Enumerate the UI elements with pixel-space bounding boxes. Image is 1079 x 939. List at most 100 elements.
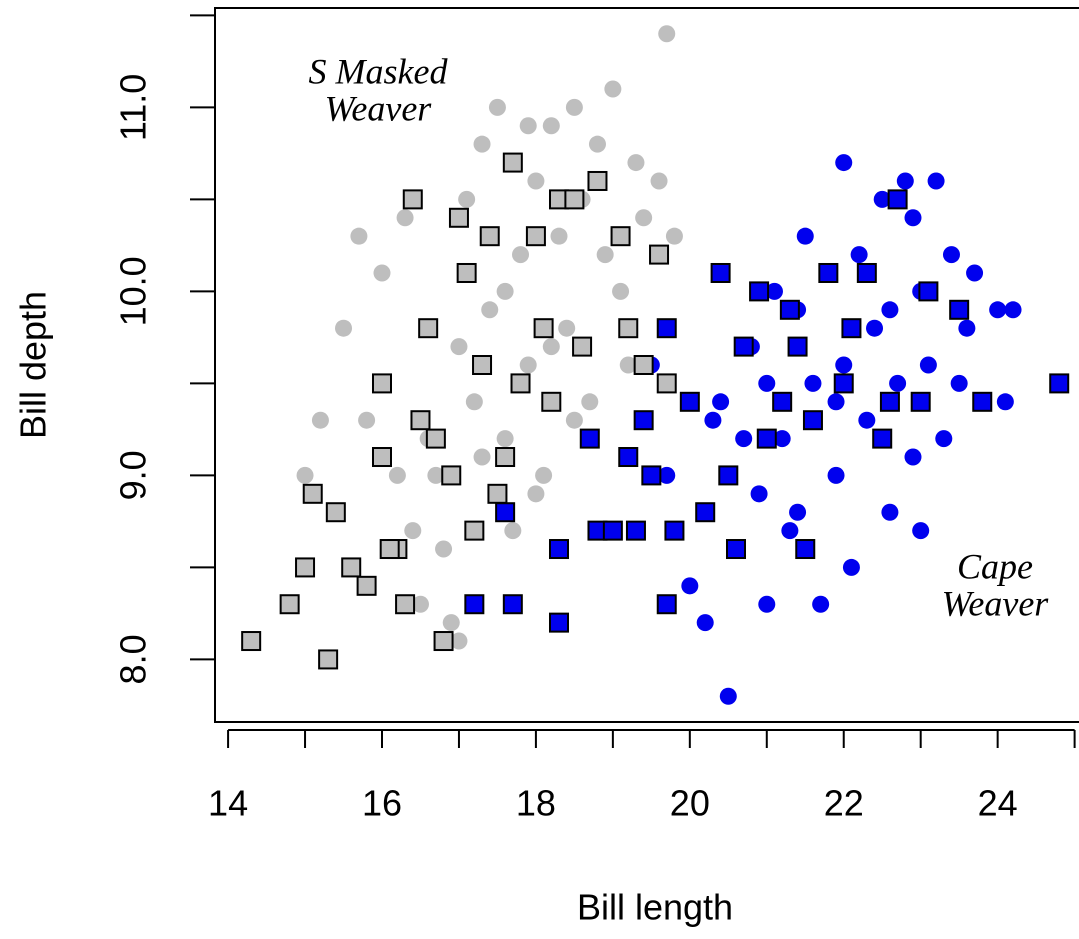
square-point — [649, 244, 670, 265]
square-point — [464, 594, 485, 615]
point — [712, 393, 730, 411]
point — [311, 411, 329, 429]
square-point — [833, 373, 854, 394]
point — [473, 448, 491, 466]
point — [465, 393, 483, 411]
annotation: Weaver — [942, 583, 1050, 623]
square-point — [533, 318, 554, 339]
square-point — [356, 575, 377, 596]
point — [650, 172, 668, 190]
square-point — [325, 502, 346, 523]
point — [481, 301, 499, 319]
point — [411, 595, 429, 613]
point — [658, 466, 676, 484]
square-point — [618, 447, 639, 468]
point — [927, 172, 945, 190]
square-point — [733, 336, 754, 357]
point — [904, 448, 922, 466]
square-point — [879, 391, 900, 412]
point — [665, 227, 683, 245]
square-point — [887, 189, 908, 210]
square-point — [641, 465, 662, 486]
annotation: Weaver — [325, 88, 433, 128]
point — [535, 466, 553, 484]
point — [565, 98, 583, 116]
point — [912, 522, 930, 540]
point — [873, 190, 891, 208]
square-point — [572, 336, 593, 357]
y-tick-label: 9.0 — [113, 450, 154, 500]
point — [488, 98, 506, 116]
square-point — [756, 428, 777, 449]
point — [804, 374, 822, 392]
point — [758, 374, 776, 392]
point — [396, 209, 414, 227]
square-point — [371, 373, 392, 394]
point — [473, 135, 491, 153]
point — [704, 411, 722, 429]
square-point — [279, 594, 300, 615]
square-point — [564, 189, 585, 210]
square-point — [725, 539, 746, 560]
square-point — [602, 520, 623, 541]
point — [1004, 301, 1022, 319]
point — [588, 135, 606, 153]
point — [881, 503, 899, 521]
point — [527, 485, 545, 503]
point — [850, 246, 868, 264]
point — [373, 264, 391, 282]
x-tick-label: 18 — [516, 783, 556, 824]
point — [835, 356, 853, 374]
square-point — [718, 465, 739, 486]
point — [773, 430, 791, 448]
square-point — [548, 539, 569, 560]
point — [989, 301, 1007, 319]
square-point — [579, 428, 600, 449]
point — [565, 411, 583, 429]
point — [496, 430, 514, 448]
point — [296, 466, 314, 484]
point — [942, 246, 960, 264]
x-tick-label: 16 — [362, 783, 402, 824]
point — [896, 172, 914, 190]
square-point — [525, 226, 546, 247]
point — [542, 117, 560, 135]
point — [558, 319, 576, 337]
point — [450, 632, 468, 650]
plot-box — [214, 7, 1079, 723]
point — [827, 393, 845, 411]
point — [519, 117, 537, 135]
square-point — [495, 447, 516, 468]
square-point — [695, 502, 716, 523]
y-tick-label: 11.0 — [113, 74, 154, 141]
square-point — [1049, 373, 1070, 394]
square-point — [841, 318, 862, 339]
point — [835, 154, 853, 172]
square-point — [749, 281, 770, 302]
square-point — [772, 391, 793, 412]
square-point — [548, 612, 569, 633]
square-point — [633, 410, 654, 431]
point — [450, 338, 468, 356]
point — [812, 595, 830, 613]
square-point — [464, 520, 485, 541]
point — [504, 522, 522, 540]
square-point — [972, 391, 993, 412]
x-tick-label: 22 — [824, 783, 864, 824]
x-axis-label: Bill length — [577, 887, 733, 928]
square-point — [710, 262, 731, 283]
square-point — [779, 299, 800, 320]
point — [550, 227, 568, 245]
square-point — [395, 594, 416, 615]
point — [442, 614, 460, 632]
plot-area — [241, 25, 1070, 705]
annotation: Cape — [957, 546, 1033, 586]
point — [427, 466, 445, 484]
square-point — [656, 373, 677, 394]
point — [889, 374, 907, 392]
point — [881, 301, 899, 319]
point — [966, 264, 984, 282]
point — [827, 466, 845, 484]
square-point — [295, 557, 316, 578]
